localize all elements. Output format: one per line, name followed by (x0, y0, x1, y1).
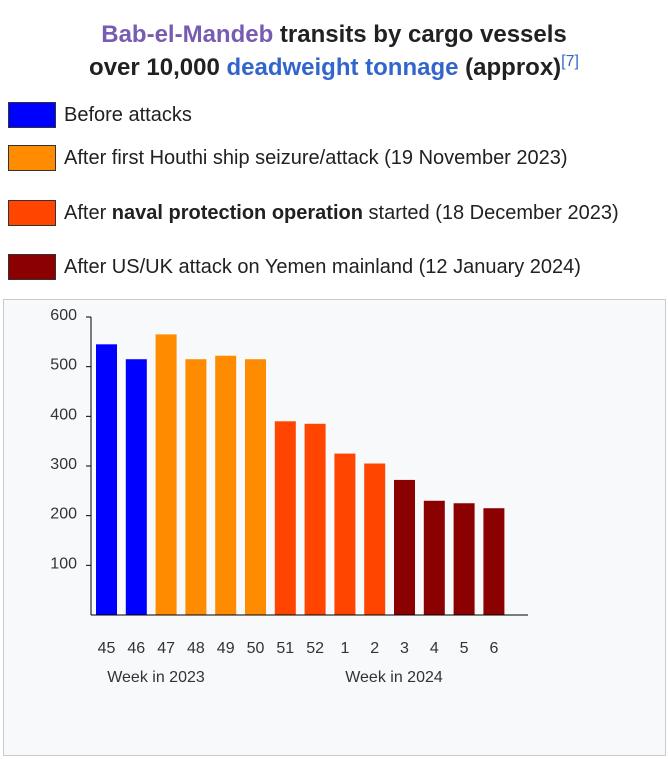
y-tick-label: 600 (50, 307, 77, 324)
chart-area: 100 200 300 400 500 600 45 46 47 48 49 50 51 52 1 2 3 4 5 6… (3, 299, 666, 756)
bar-week-45 (96, 344, 117, 615)
bar-week-51 (274, 421, 296, 615)
bar-week-52 (304, 423, 326, 615)
bar-week-6 (483, 508, 505, 615)
legend-swatch (8, 145, 56, 171)
x-group-label-2023: Week in 2023 (107, 669, 205, 686)
legend-label: Before attacks (64, 103, 192, 126)
x-group-label-2024: Week in 2024 (345, 669, 443, 686)
bar-week-3 (394, 479, 415, 615)
title-text-2: over 10,000 (89, 54, 227, 81)
x-tick-label: 1 (340, 640, 349, 657)
y-tick-label: 400 (50, 406, 77, 423)
x-tick-label: 2 (370, 640, 379, 657)
bar-week-5 (453, 503, 475, 615)
bar-week-2 (364, 463, 386, 615)
legend-swatch (8, 102, 56, 128)
legend-swatch (8, 254, 56, 280)
x-tick-label: 49 (217, 640, 235, 657)
x-tick-label: 6 (489, 640, 498, 657)
x-tick-label: 52 (306, 640, 324, 657)
legend-item-before-attacks: Before attacks (8, 100, 192, 130)
legend-item-naval-protection: After naval protection operation started… (8, 198, 619, 228)
legend-swatch (8, 200, 56, 226)
title-reference-link[interactable]: [7] (561, 53, 579, 70)
x-tick-label: 46 (127, 640, 145, 657)
legend-item-houthi-seizure: After first Houthi ship seizure/attack (… (8, 143, 568, 173)
title-text-3: (approx) (458, 54, 562, 81)
bar-week-47 (155, 334, 177, 615)
bar-week-50 (245, 359, 266, 615)
legend-item-us-uk-attack: After US/UK attack on Yemen mainland (12… (8, 252, 581, 282)
x-tick-label: 48 (187, 640, 205, 657)
title-link-bab-el-mandeb[interactable]: Bab-el-Mandeb (101, 21, 274, 48)
y-tick-label: 200 (50, 506, 77, 523)
y-tick-label: 100 (50, 555, 77, 572)
bar-week-49 (215, 355, 237, 615)
legend-label: After US/UK attack on Yemen mainland (12… (64, 255, 581, 278)
x-tick-label: 45 (98, 640, 116, 657)
legend-label: After first Houthi ship seizure/attack (… (64, 146, 568, 169)
bar-week-1 (334, 453, 356, 615)
bar-week-4 (423, 500, 445, 615)
bar-week-46 (125, 359, 147, 615)
y-tick-label: 500 (50, 357, 77, 374)
y-tick-label: 300 (50, 456, 77, 473)
x-tick-label: 3 (400, 640, 409, 657)
x-tick-label: 47 (157, 640, 175, 657)
x-tick-label: 5 (460, 640, 469, 657)
x-tick-label: 51 (276, 640, 294, 657)
bar-week-48 (185, 359, 207, 615)
x-tick-label: 4 (430, 640, 439, 657)
chart-title: Bab-el-Mandeb transits by cargo vessels … (0, 18, 668, 84)
legend-label: After naval protection operation started… (64, 201, 619, 224)
title-link-deadweight-tonnage[interactable]: deadweight tonnage (226, 54, 459, 81)
x-tick-label: 50 (247, 640, 265, 657)
title-text-1: transits by cargo vessels (273, 21, 567, 48)
